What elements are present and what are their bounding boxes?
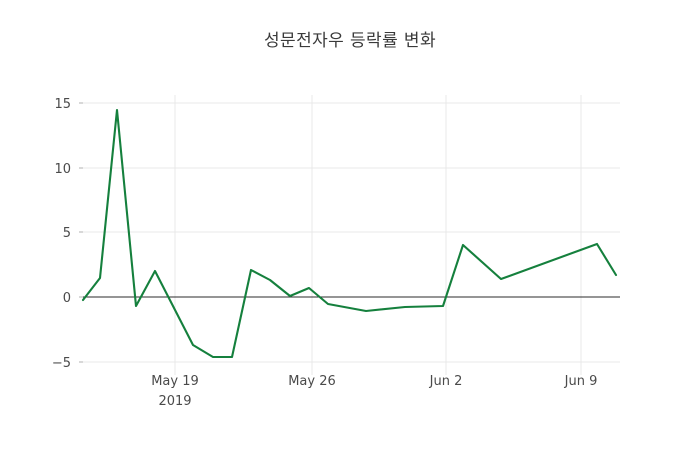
xtick-label-may26: May 26	[288, 374, 336, 389]
ytick-label-0: 0	[63, 291, 71, 306]
xtick-label-may19: May 19	[151, 374, 199, 389]
ytick-label-5: 5	[63, 226, 71, 241]
xtick-label-jun9: Jun 9	[564, 374, 598, 389]
y-tick-marks	[79, 102, 83, 363]
horizontal-gridlines	[83, 102, 620, 363]
xtick-sublabel-year: 2019	[158, 394, 191, 409]
data-series-line	[81, 108, 618, 359]
xtick-label-jun2: Jun 2	[429, 374, 463, 389]
vertical-gridlines	[174, 95, 582, 375]
x-axis-labels: May 19 2019 May 26 Jun 2 Jun 9	[151, 374, 597, 409]
y-axis-labels: 15 10 5 0 −5	[52, 97, 71, 371]
ytick-label-10: 10	[54, 162, 71, 177]
ytick-label-minus5: −5	[52, 356, 71, 371]
chart-title: 성문전자우 등락률 변화	[263, 31, 436, 51]
ytick-label-15: 15	[54, 97, 71, 112]
